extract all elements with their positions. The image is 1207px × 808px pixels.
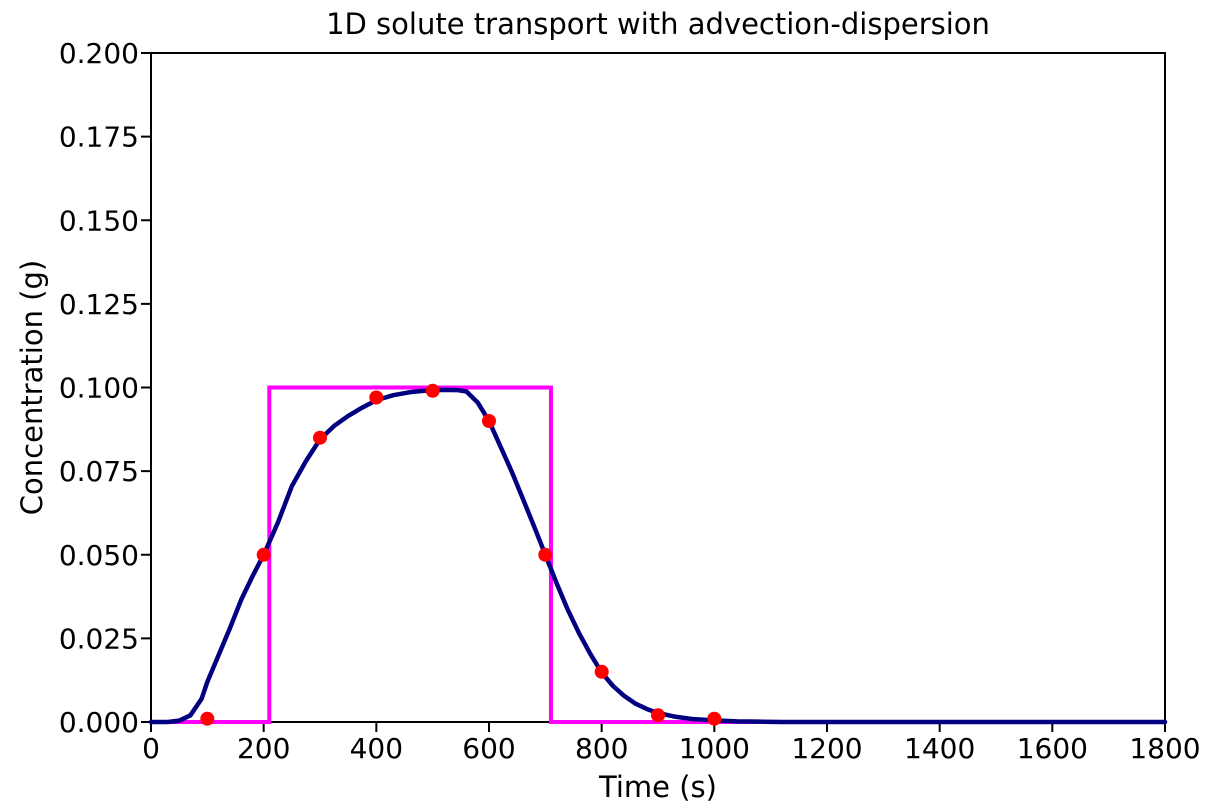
x-axis-label: Time (s) [598, 770, 717, 804]
model-curve-line [148, 387, 1168, 725]
data-point [256, 547, 271, 562]
x-tick-label: 600 [462, 732, 515, 765]
chart-title: 1D solute transport with advection-dispe… [326, 7, 990, 41]
observed-scatter-points [200, 383, 722, 726]
data-point [369, 390, 384, 405]
data-point [200, 711, 215, 726]
x-tick-label: 400 [350, 732, 403, 765]
x-tick-label: 800 [575, 732, 628, 765]
pulse-input-step-line [151, 385, 1165, 724]
x-tick-label: 1000 [679, 732, 750, 765]
y-tick-label: 0.100 [59, 372, 139, 405]
x-tick-label: 1800 [1129, 732, 1200, 765]
data-point [425, 383, 440, 398]
x-axis-ticks: 0 200 400 600 800 1000 1200 1400 1600 1800 [142, 723, 1201, 765]
x-tick-label: 1200 [791, 732, 862, 765]
x-tick-label: 0 [142, 732, 160, 765]
y-axis-label: Concentration (g) [15, 260, 49, 515]
y-tick-label: 0.000 [59, 706, 139, 739]
data-point [482, 414, 496, 428]
y-tick-label: 0.200 [59, 37, 139, 70]
y-axis-ticks: 0.000 0.025 0.050 0.075 0.100 0.125 0.150 0.175… [59, 37, 150, 739]
x-tick-label: 200 [237, 732, 290, 765]
x-tick-label: 1400 [904, 732, 975, 765]
data-point [538, 547, 553, 562]
y-tick-label: 0.050 [59, 539, 139, 572]
y-tick-label: 0.025 [59, 622, 139, 655]
data-point [651, 708, 665, 723]
data-point [707, 711, 722, 726]
y-tick-label: 0.175 [59, 121, 139, 154]
y-tick-label: 0.125 [59, 288, 139, 321]
x-tick-label: 1600 [1017, 732, 1088, 765]
y-tick-label: 0.075 [59, 455, 139, 488]
data-point [594, 664, 609, 679]
y-tick-label: 0.150 [59, 204, 139, 237]
data-point [313, 430, 327, 445]
